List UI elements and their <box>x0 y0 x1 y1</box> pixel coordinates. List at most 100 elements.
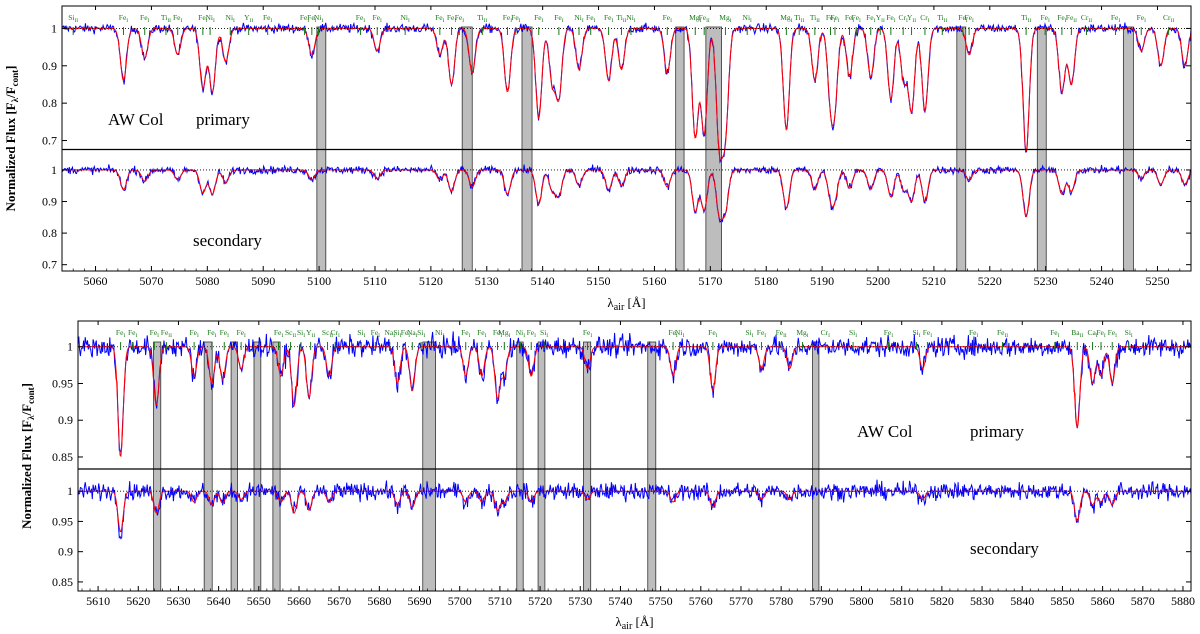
line-id-label: FeI <box>969 328 979 339</box>
line-id-label: BaII <box>1071 328 1083 339</box>
x-tick-label: 5150 <box>587 274 611 288</box>
x-tick-label: 5070 <box>139 274 163 288</box>
line-id-label: TiII <box>937 13 947 24</box>
line-id-label: YII <box>244 13 253 24</box>
x-tick-label: 5760 <box>689 594 713 608</box>
x-tick-label: 5650 <box>247 594 271 608</box>
line-id-label: NiI <box>314 13 324 24</box>
y-axis-label: Normalized Flux [Fλ/Fcont] <box>19 383 36 529</box>
line-id-label: FeI <box>830 13 840 24</box>
secondary-label: secondary <box>970 539 1039 558</box>
primary-y-tick-label: 0.95 <box>52 376 73 390</box>
line-id-label: NiI <box>226 13 236 24</box>
line-id-label: FeII <box>776 328 787 339</box>
line-id-label: SiI <box>393 328 401 339</box>
primary-model-spectrum <box>78 346 1191 458</box>
x-tick-label: 5820 <box>930 594 954 608</box>
line-id-label: FeI <box>1111 13 1121 24</box>
x-tick-label: 5740 <box>608 594 632 608</box>
secondary-y-tick-label: 1 <box>67 484 73 498</box>
line-id-label: CrI <box>898 13 908 24</box>
x-tick-label: 5140 <box>531 274 555 288</box>
x-tick-label: 5180 <box>754 274 778 288</box>
secondary-y-tick-label: 0.85 <box>52 575 73 589</box>
line-id-label: FeI <box>958 13 968 24</box>
x-axis-label: λair [Å] <box>607 295 645 313</box>
x-tick-label: 5780 <box>769 594 793 608</box>
x-tick-label: 5210 <box>922 274 946 288</box>
line-id-label: FeI <box>964 13 974 24</box>
masked-region <box>537 341 546 592</box>
x-tick-label: 5160 <box>642 274 666 288</box>
y-axis-label: Normalized Flux [Fλ/Fcont] <box>3 66 20 212</box>
secondary-y-tick-label: 1 <box>51 163 57 177</box>
x-tick-label: 5250 <box>1145 274 1169 288</box>
x-tick-label: 5120 <box>419 274 443 288</box>
primary-y-tick-label: 1 <box>51 21 57 35</box>
line-id-label: NiI <box>743 13 753 24</box>
line-id-label: FeI <box>534 13 544 24</box>
line-id-label: NiI <box>516 328 526 339</box>
primary-y-tick-label: 0.8 <box>42 96 57 110</box>
x-tick-label: 5630 <box>166 594 190 608</box>
line-id-label: FeI <box>300 13 310 24</box>
line-id-label: YII <box>876 13 885 24</box>
x-tick-label: 5870 <box>1131 594 1155 608</box>
x-tick-label: 5710 <box>488 594 512 608</box>
line-id-label: FeI <box>207 328 217 339</box>
x-tick-label: 5850 <box>1050 594 1074 608</box>
line-id-label: FeI <box>663 13 673 24</box>
secondary-observed-spectrum <box>77 479 1192 540</box>
line-id-label: FeI <box>455 13 465 24</box>
x-tick-label: 5100 <box>307 274 331 288</box>
line-id-label: SiI <box>297 328 305 339</box>
line-id-label: YII <box>306 328 315 339</box>
line-id-label: MgI <box>796 328 808 339</box>
x-tick-label: 5110 <box>363 274 387 288</box>
x-tick-label: 5130 <box>475 274 499 288</box>
line-id-label: FeI <box>274 328 284 339</box>
line-id-label: NiI <box>205 13 215 24</box>
line-id-label: FeI <box>371 328 381 339</box>
line-id-label: FeI <box>356 13 366 24</box>
line-id-label: NiI <box>400 13 410 24</box>
line-id-label: TiII <box>616 13 626 24</box>
line-id-label: FeI <box>263 13 273 24</box>
primary-label: primary <box>196 110 250 129</box>
line-id-label: SiI <box>913 328 921 339</box>
line-id-label: FeI <box>668 328 678 339</box>
line-id-label: TiII <box>1021 13 1031 24</box>
x-tick-label: 5840 <box>1010 594 1034 608</box>
secondary-y-tick-label: 0.7 <box>42 258 57 272</box>
line-id-label: FeI <box>128 328 138 339</box>
line-id-label: FeI <box>307 13 317 24</box>
x-tick-label: 5620 <box>126 594 150 608</box>
line-id-label: FeI <box>435 13 445 24</box>
secondary-y-tick-label: 0.8 <box>42 226 57 240</box>
line-id-label: FeI <box>845 13 855 24</box>
x-tick-label: 5680 <box>367 594 391 608</box>
line-id-label: FeI <box>119 13 128 24</box>
x-tick-label: 5750 <box>649 594 673 608</box>
line-id-label: SiI <box>540 328 548 339</box>
line-id-label: TiII <box>810 13 820 24</box>
line-id-label: SiI <box>849 328 857 339</box>
x-tick-label: 5810 <box>890 594 914 608</box>
line-id-label: FeI <box>708 328 718 339</box>
line-id-label: FeI <box>1050 328 1060 339</box>
line-id-label: FeI <box>150 328 160 339</box>
line-id-label: SiI <box>357 328 365 339</box>
line-id-label: NiI <box>675 328 685 339</box>
x-tick-label: 5770 <box>729 594 753 608</box>
x-axis-label: λair [Å] <box>615 614 653 632</box>
primary-label: primary <box>970 422 1024 441</box>
x-tick-label: 5640 <box>207 594 231 608</box>
line-id-label: FeI <box>503 13 513 24</box>
x-tick-label: 5220 <box>978 274 1002 288</box>
secondary-label: secondary <box>193 231 262 250</box>
masked-region <box>812 341 820 592</box>
masked-region <box>583 341 592 592</box>
line-id-label: FeI <box>1096 328 1106 339</box>
line-id-label: FeI <box>1040 13 1050 24</box>
